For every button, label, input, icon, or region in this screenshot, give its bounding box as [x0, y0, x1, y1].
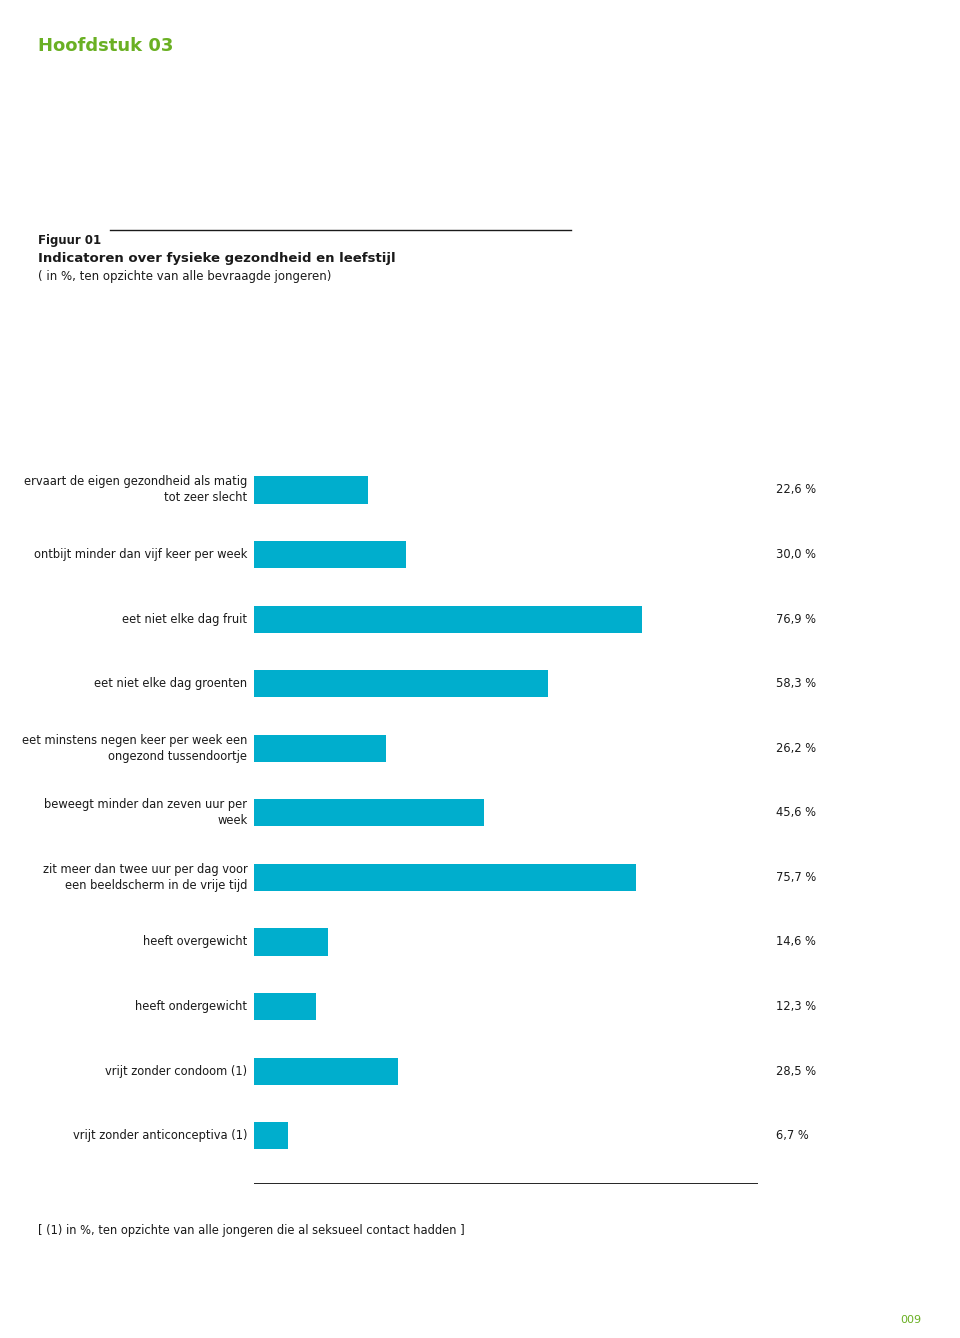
Text: vrijt zonder anticonceptiva (1): vrijt zonder anticonceptiva (1): [73, 1129, 248, 1143]
Text: Figuur 01: Figuur 01: [38, 234, 102, 248]
Text: 22,6 %: 22,6 %: [777, 483, 816, 496]
Bar: [254, 799, 484, 827]
Text: heeft overgewicht: heeft overgewicht: [143, 935, 248, 949]
Text: heeft ondergewicht: heeft ondergewicht: [135, 999, 248, 1013]
Text: 30,0 %: 30,0 %: [777, 549, 816, 561]
Bar: [254, 606, 642, 633]
Bar: [254, 541, 406, 569]
Text: ( in %, ten opzichte van alle bevraagde jongeren): ( in %, ten opzichte van alle bevraagde …: [38, 270, 332, 284]
Bar: [844, 50, 857, 75]
Text: 28,5 %: 28,5 %: [777, 1065, 816, 1077]
Text: eet niet elke dag fruit: eet niet elke dag fruit: [122, 613, 248, 626]
Bar: [254, 864, 636, 891]
Text: Indicatoren over fysieke gezondheid en leefstijl: Indicatoren over fysieke gezondheid en l…: [38, 252, 396, 265]
Text: Hoofdstuk 03: Hoofdstuk 03: [38, 37, 174, 55]
Text: 58,3 %: 58,3 %: [777, 677, 816, 690]
Bar: [254, 993, 317, 1020]
Text: 14,6 %: 14,6 %: [777, 935, 816, 949]
Bar: [254, 1057, 398, 1085]
Text: beweegt minder dan zeven uur per
week: beweegt minder dan zeven uur per week: [44, 799, 248, 827]
Text: 76,9 %: 76,9 %: [777, 613, 816, 626]
Text: 45,6 %: 45,6 %: [777, 807, 816, 819]
Bar: [879, 11, 893, 75]
Text: eet minstens negen keer per week een
ongezond tussendoortje: eet minstens negen keer per week een ong…: [22, 733, 248, 763]
Text: [ (1) in %, ten opzichte van alle jongeren die al seksueel contact hadden ]: [ (1) in %, ten opzichte van alle jonger…: [38, 1224, 466, 1238]
Text: 6,7 %: 6,7 %: [777, 1129, 809, 1143]
Text: 009: 009: [900, 1315, 922, 1325]
Text: zit meer dan twee uur per dag voor
een beeldscherm in de vrije tijd: zit meer dan twee uur per dag voor een b…: [42, 863, 248, 892]
Bar: [254, 1123, 288, 1149]
Text: eet niet elke dag groenten: eet niet elke dag groenten: [94, 677, 248, 690]
Bar: [897, 36, 910, 75]
Bar: [254, 735, 387, 761]
Text: ervaart de eigen gezondheid als matig
tot zeer slecht: ervaart de eigen gezondheid als matig to…: [24, 475, 248, 504]
Text: vrijt zonder condoom (1): vrijt zonder condoom (1): [106, 1065, 248, 1077]
Bar: [861, 29, 875, 75]
Text: ontbijt minder dan vijf keer per week: ontbijt minder dan vijf keer per week: [34, 549, 248, 561]
Bar: [254, 670, 548, 697]
Bar: [254, 476, 369, 503]
Bar: [254, 929, 328, 955]
Text: 26,2 %: 26,2 %: [777, 741, 816, 755]
Text: 12,3 %: 12,3 %: [777, 999, 816, 1013]
Text: 75,7 %: 75,7 %: [777, 871, 817, 884]
